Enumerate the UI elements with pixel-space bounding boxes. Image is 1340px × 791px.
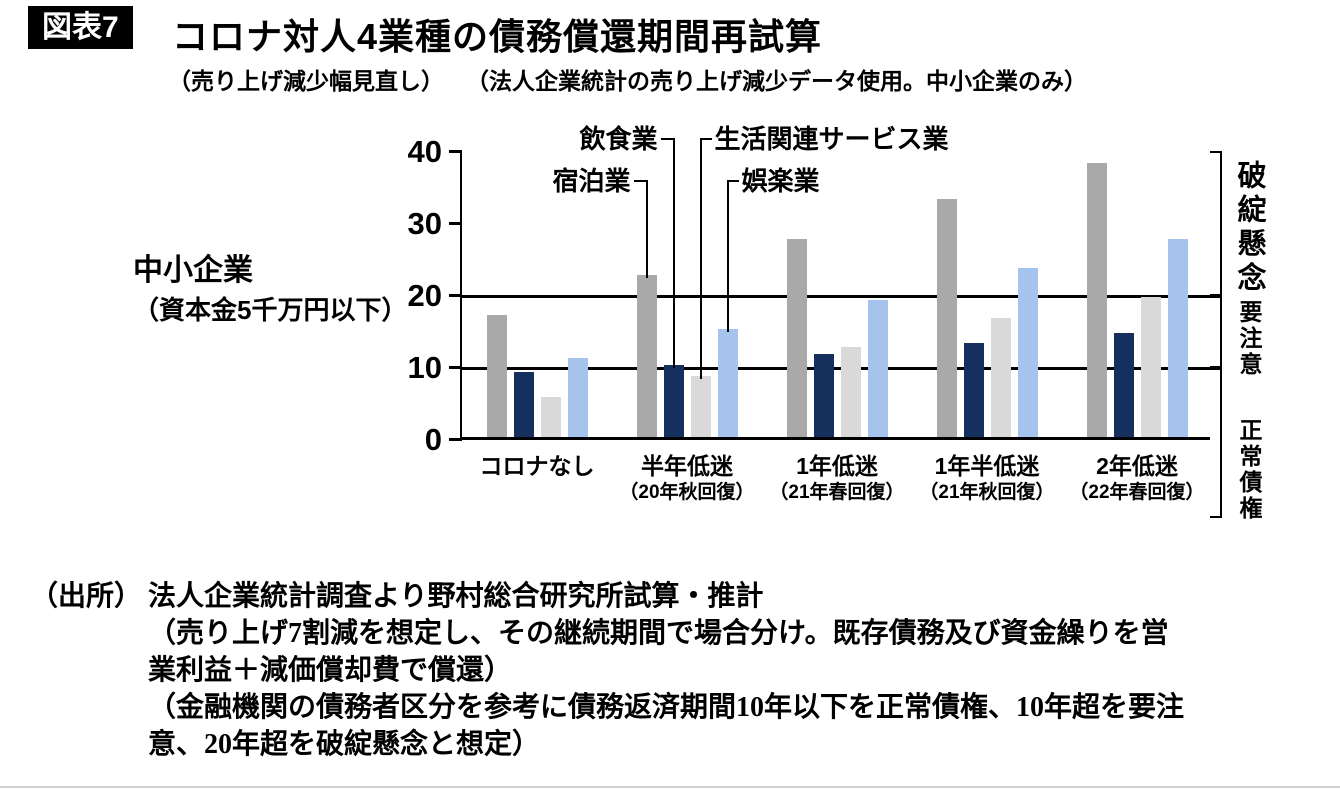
annotation-connector-1	[660, 138, 674, 140]
company-size-label-line1: 中小企業	[133, 254, 253, 287]
x-axis-category-4: 2年低迷 （22年春回復）	[1062, 452, 1212, 506]
x-axis-category-line1: 1年半低迷	[934, 453, 1040, 479]
zone-bracket-tick	[1210, 151, 1220, 153]
annotation-label-0: 宿泊業	[552, 166, 631, 196]
annotation-connector-2	[700, 138, 712, 140]
annotation-connector-0	[633, 180, 647, 182]
source-line: （売り上げ7割減を想定し、その継続期間で場合分け。既存債務及び資金繰りを営	[148, 618, 1169, 649]
source-line: 業利益＋減価償却費で償還）	[148, 655, 513, 686]
x-axis-category-line2: （22年春回復）	[1069, 482, 1205, 503]
bar-series3-group3	[1017, 267, 1038, 437]
x-axis-category-0: コロナなし	[462, 452, 612, 480]
bar-series3-group0	[567, 357, 588, 437]
chart-subtitle: （売り上げ減少幅見直し） （法人企業統計の売り上げ減少データ使用。中小企業のみ）	[168, 62, 1087, 96]
x-axis-category-line1: 2年低迷	[1096, 453, 1178, 479]
y-axis-tick-mark	[449, 294, 462, 297]
y-axis-tick-mark	[449, 150, 462, 153]
y-axis-tick-label: 0	[424, 422, 442, 457]
y-axis-tick-mark	[449, 222, 462, 225]
bar-series3-group4	[1167, 239, 1188, 437]
bar-series1-group2	[813, 354, 834, 437]
bar-series0-group4	[1086, 163, 1107, 437]
source-label: （出所）	[30, 581, 143, 612]
y-axis-tick-label: 30	[407, 206, 442, 241]
bar-series1-group0	[513, 372, 534, 437]
bar-series3-group1	[717, 329, 738, 437]
threshold-line-20	[462, 295, 1220, 298]
y-axis-tick-mark	[449, 438, 462, 441]
x-axis-category-line2: （20年秋回復）	[619, 482, 755, 503]
company-size-label-line2: （資本金5千万円以下）	[133, 295, 408, 325]
company-size-label: 中小企業 （資本金5千万円以下）	[133, 250, 407, 328]
y-axis-tick-mark	[449, 366, 462, 369]
zone-label-normal-debt: 正常債権	[1236, 418, 1262, 522]
y-axis-tick-label: 10	[407, 350, 442, 385]
subtitle-data-note: （法人企業統計の売り上げ減少データ使用。中小企業のみ）	[466, 68, 1087, 94]
bar-series0-group2	[786, 239, 807, 437]
annotation-label-3: 娯楽業	[741, 166, 820, 196]
bar-series2-group4	[1140, 296, 1161, 437]
source-line: （金融機関の債務者区分を参考に債務返済期間10年以下を正常債権、10年超を要注	[148, 692, 1185, 723]
bar-series1-group3	[963, 343, 984, 437]
annotation-line-2	[699, 138, 702, 379]
bar-series3-group2	[867, 300, 888, 437]
annotation-label-1: 飲食業	[579, 124, 658, 154]
source-line: 意、20年超を破綻懸念と想定）	[148, 729, 541, 760]
annotation-line-0	[645, 180, 648, 278]
zone-label-distress: 破綻懸念	[1233, 160, 1265, 296]
x-axis-category-line2: （21年秋回復）	[919, 482, 1055, 503]
zone-label-caution: 要注意	[1236, 300, 1262, 378]
figure-number-badge: 図表7	[28, 6, 133, 49]
subtitle-revision-note: （売り上げ減少幅見直し）	[168, 68, 444, 94]
chart-title: コロナ対人4業種の債務償還期間再試算	[172, 16, 823, 57]
source-line: 法人企業統計調査より野村総合研究所試算・推計	[148, 581, 764, 612]
annotation-connector-3	[727, 180, 739, 182]
bar-series0-group3	[936, 199, 957, 437]
zone-bracket-tick	[1210, 516, 1220, 518]
annotation-label-2: 生活関連サービス業	[714, 124, 949, 154]
zone-bracket-line	[1220, 151, 1222, 518]
bar-series1-group4	[1113, 332, 1134, 437]
source-text: 法人企業統計調査より野村総合研究所試算・推計 （売り上げ7割減を想定し、その継続…	[148, 578, 1184, 763]
source-note: （出所） 法人企業統計調査より野村総合研究所試算・推計 （売り上げ7割減を想定し…	[30, 578, 1184, 763]
x-axis-category-line1: コロナなし	[479, 453, 595, 479]
x-axis-category-line1: 1年低迷	[796, 453, 878, 479]
x-axis-category-2: 1年低迷 （21年春回復）	[762, 452, 912, 506]
annotation-line-3	[726, 180, 729, 332]
bar-series2-group1	[690, 375, 711, 437]
y-axis-tick-label: 40	[407, 134, 442, 169]
bar-series0-group0	[486, 314, 507, 437]
bar-series0-group1	[636, 275, 657, 437]
x-axis-category-1: 半年低迷 （20年秋回復）	[612, 452, 762, 506]
bottom-divider	[0, 786, 1340, 788]
plot-area: 破綻懸念 要注意 正常債権 0 10 20 30 40 コロナなし 半年低迷 （20年秋回復）…	[408, 124, 1265, 522]
y-axis-tick-label: 20	[407, 278, 442, 313]
x-axis-category-3: 1年半低迷 （21年秋回復）	[912, 452, 1062, 506]
x-axis-category-line1: 半年低迷	[641, 453, 733, 479]
bar-series1-group1	[663, 365, 684, 437]
annotation-line-1	[672, 138, 675, 368]
bar-series2-group3	[990, 318, 1011, 437]
bar-series2-group2	[840, 347, 861, 437]
x-axis-category-line2: （21年春回復）	[769, 482, 905, 503]
bar-series2-group0	[540, 397, 561, 437]
